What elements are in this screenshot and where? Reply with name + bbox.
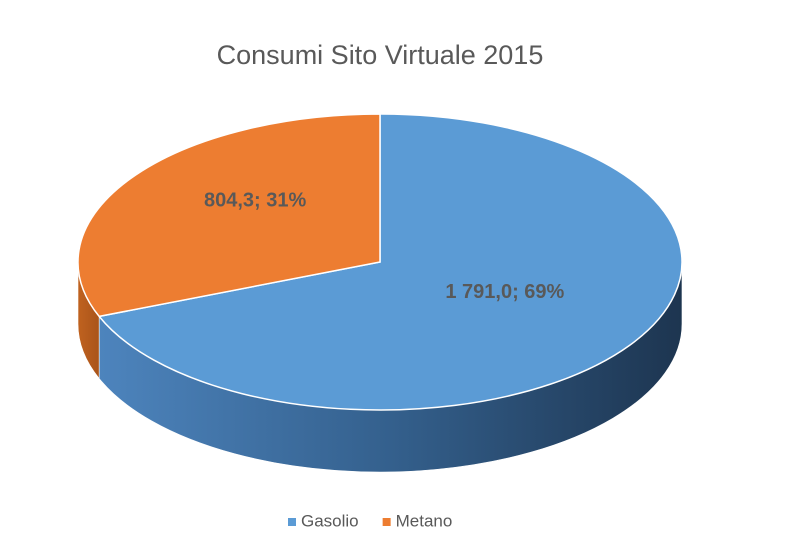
legend-swatch — [382, 518, 391, 526]
slice — [77, 113, 381, 380]
slice-top — [77, 113, 381, 318]
legend-swatch — [288, 518, 296, 526]
chart-title: Consumi Sito Virtuale 2015 — [217, 40, 544, 70]
data-label: 804,3; 31% — [204, 190, 307, 212]
legend: Gasolio Metano — [288, 511, 452, 530]
data-label: 1 791,0; 69% — [445, 281, 564, 303]
legend-label: Gasolio — [301, 511, 359, 530]
slice-top — [97, 113, 683, 411]
legend-label: Metano — [396, 511, 453, 530]
